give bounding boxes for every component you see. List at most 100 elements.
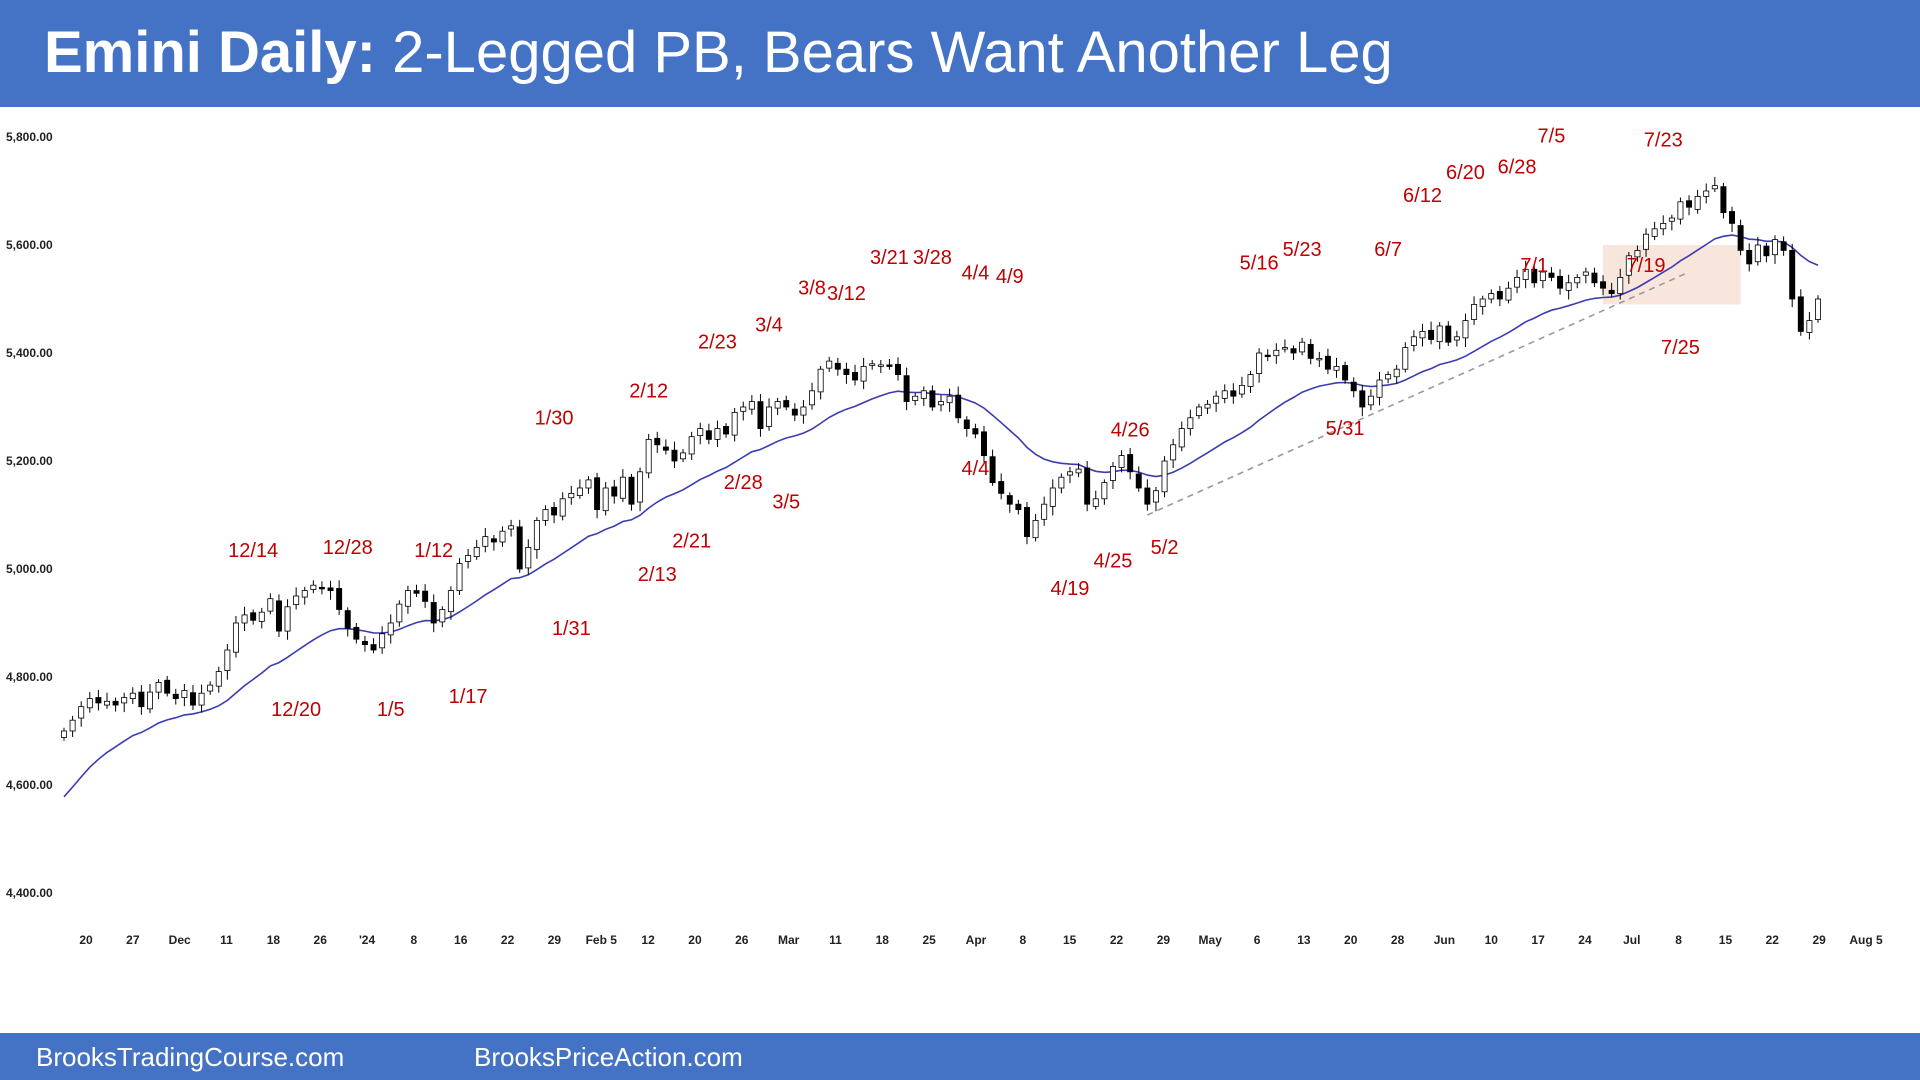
bear-candle-body bbox=[1445, 325, 1452, 343]
title-banner: Emini Daily: 2-Legged PB, Bears Want Ano… bbox=[0, 0, 1920, 107]
bull-candle-body bbox=[748, 401, 755, 410]
x-tick-label: 28 bbox=[1391, 933, 1405, 947]
date-annotation: 4/4 bbox=[961, 263, 989, 285]
date-annotation: 7/25 bbox=[1661, 337, 1700, 359]
bull-candle-body bbox=[78, 706, 85, 719]
x-tick-label: 29 bbox=[1157, 933, 1171, 947]
bear-candle-body bbox=[275, 600, 282, 632]
bear-candle-body bbox=[723, 426, 730, 435]
x-tick-label: 12 bbox=[641, 933, 655, 947]
date-annotation: 6/12 bbox=[1403, 185, 1442, 207]
candle bbox=[1591, 267, 1598, 288]
date-annotation: 5/23 bbox=[1283, 239, 1322, 261]
bear-candle-body bbox=[998, 481, 1005, 494]
x-tick-label: 20 bbox=[1344, 933, 1358, 947]
bear-candle-body bbox=[654, 437, 661, 446]
candle bbox=[955, 386, 962, 424]
candle bbox=[1281, 339, 1288, 353]
date-annotation: 2/13 bbox=[638, 564, 677, 586]
candle bbox=[1333, 357, 1340, 378]
candle bbox=[714, 420, 721, 447]
bull-candle-body bbox=[1367, 395, 1374, 406]
candle bbox=[318, 581, 325, 595]
candle bbox=[1746, 243, 1753, 272]
candle bbox=[1574, 274, 1581, 289]
bear-candle-body bbox=[791, 408, 798, 416]
candle bbox=[1170, 438, 1177, 469]
bull-candle-body bbox=[688, 436, 695, 455]
bear-candle-body bbox=[422, 590, 429, 602]
candle bbox=[585, 476, 592, 494]
footer-link-brookstradingcourse[interactable]: BrooksTradingCourse.com bbox=[36, 1042, 345, 1072]
candle bbox=[1092, 490, 1099, 510]
date-annotation: 5/2 bbox=[1151, 537, 1179, 559]
candle bbox=[1677, 197, 1684, 225]
candle bbox=[241, 606, 248, 632]
candle bbox=[619, 469, 626, 503]
candle bbox=[1238, 376, 1245, 398]
candle bbox=[1806, 311, 1813, 340]
bull-candle-body bbox=[1694, 196, 1701, 210]
candle bbox=[559, 492, 566, 521]
candle bbox=[877, 360, 884, 373]
candle bbox=[903, 367, 910, 411]
x-tick-label: 15 bbox=[1063, 933, 1077, 947]
x-tick-label: Aug 5 bbox=[1849, 933, 1883, 947]
bull-candle-body bbox=[1651, 228, 1658, 237]
candle bbox=[1350, 377, 1357, 398]
candle bbox=[1402, 342, 1409, 373]
x-tick-label: 11 bbox=[829, 933, 842, 947]
x-tick-label: 24 bbox=[1578, 933, 1592, 947]
candle bbox=[637, 467, 644, 512]
candle bbox=[215, 666, 222, 693]
candle bbox=[482, 527, 489, 553]
x-tick-label: Feb 5 bbox=[586, 933, 618, 947]
trading-range-box bbox=[1603, 245, 1741, 305]
bear-candle-body bbox=[989, 456, 996, 483]
candle bbox=[1342, 361, 1349, 384]
bear-candle-body bbox=[611, 486, 618, 497]
x-tick-label: 22 bbox=[1110, 933, 1124, 947]
bull-candle-body bbox=[920, 390, 927, 399]
bull-candle-body bbox=[215, 671, 222, 687]
bear-candle-body bbox=[1006, 495, 1013, 505]
bear-candle-body bbox=[490, 538, 497, 543]
candle bbox=[1711, 176, 1718, 193]
x-tick-label: 25 bbox=[922, 933, 936, 947]
candle bbox=[886, 358, 893, 370]
candle bbox=[1316, 351, 1323, 368]
date-annotation: 4/25 bbox=[1093, 550, 1132, 572]
x-tick-label: 16 bbox=[454, 933, 468, 947]
candle bbox=[447, 586, 454, 620]
candle bbox=[852, 364, 858, 386]
candle bbox=[533, 517, 540, 559]
candle bbox=[267, 593, 274, 615]
date-annotation: 5/16 bbox=[1240, 252, 1279, 274]
candle bbox=[78, 701, 85, 727]
bear-candle-body bbox=[662, 446, 669, 451]
candle bbox=[1496, 286, 1503, 307]
footer-link-brookspriceaction[interactable]: BrooksPriceAction.com bbox=[474, 1042, 743, 1072]
bear-candle-body bbox=[1084, 467, 1091, 505]
candle bbox=[1737, 219, 1744, 256]
candle bbox=[1694, 189, 1701, 214]
date-annotation: 3/21 bbox=[870, 247, 909, 269]
candle bbox=[688, 431, 695, 460]
bull-candle-body bbox=[1333, 366, 1340, 371]
bull-candle-body bbox=[267, 598, 274, 612]
candle bbox=[1453, 330, 1460, 347]
bull-candle-body bbox=[482, 536, 489, 547]
bull-candle-body bbox=[465, 555, 472, 562]
candle bbox=[594, 472, 601, 519]
bull-candle-body bbox=[69, 719, 76, 732]
bear-candle-body bbox=[1359, 390, 1366, 408]
candle bbox=[920, 386, 927, 406]
date-annotation: 3/5 bbox=[772, 492, 800, 514]
bull-candle-body bbox=[559, 498, 566, 517]
bull-candle-body bbox=[731, 411, 738, 436]
date-annotation: 7/5 bbox=[1538, 125, 1566, 147]
candle bbox=[86, 692, 93, 713]
bear-candle-body bbox=[834, 362, 841, 370]
candle bbox=[929, 385, 936, 411]
bear-candle-body bbox=[783, 400, 790, 408]
